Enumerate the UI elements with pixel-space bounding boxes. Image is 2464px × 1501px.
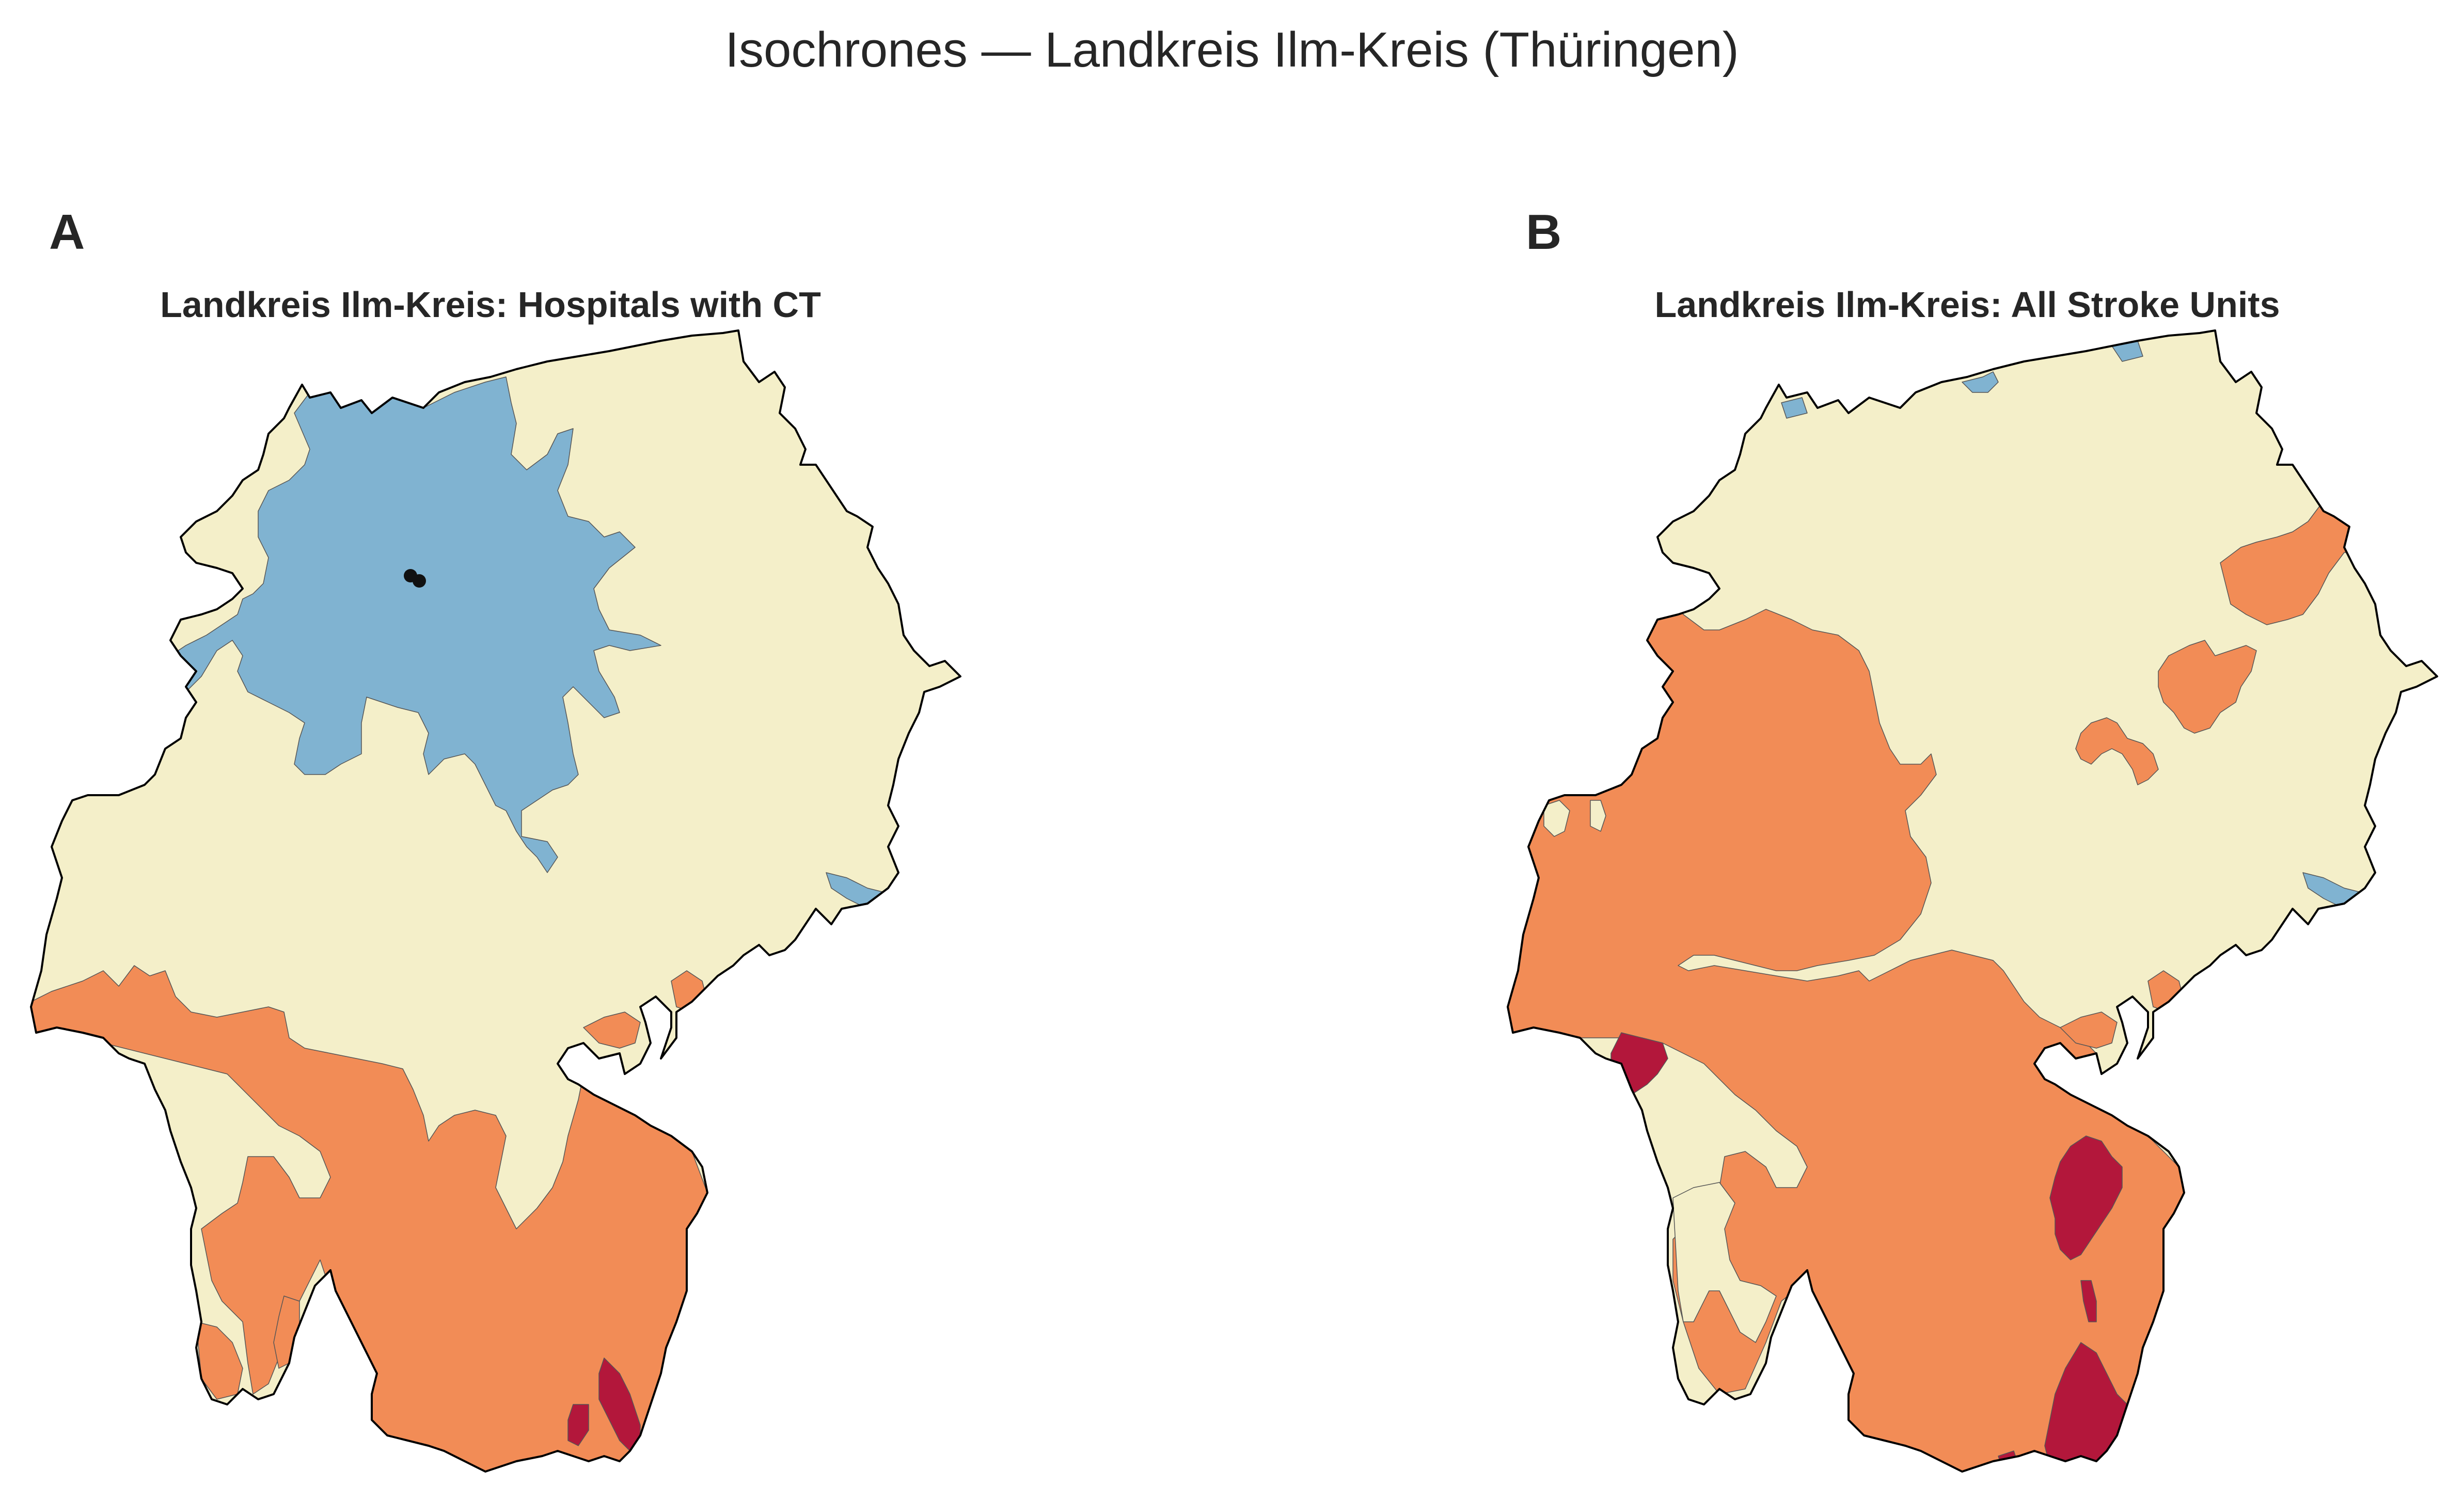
zone-orange-b-island2 (2060, 1012, 2118, 1049)
hospital-point-2 (413, 574, 426, 588)
panel-b-letter: B (1526, 204, 1562, 260)
zone-cream-b-sw (1672, 1182, 1777, 1343)
district-outline-b (1507, 329, 2438, 1473)
zone-orange-b-ne2 (2158, 640, 2257, 734)
district-outline-a (30, 329, 961, 1473)
zone-crimson-b-center (2049, 1135, 2123, 1260)
panel-a-title: Landkreis Ilm-Kreis: Hospitals with CT (160, 285, 821, 325)
zone-orange-b-ne3 (2075, 717, 2159, 785)
panel-a-letter: A (49, 204, 85, 260)
zone-blue-b-1 (1962, 371, 1999, 393)
panel-a-map (30, 329, 961, 1473)
panel-b-title: Landkreis Ilm-Kreis: All Stroke Units (1654, 285, 2280, 325)
zone-orange-b-main (1508, 547, 2185, 1472)
figure-title: Isochrones — Landkreis Ilm-Kreis (Thürin… (725, 22, 1739, 77)
zone-cream-b-w2 (1590, 800, 1606, 832)
zone-blue-b-3 (1781, 397, 1808, 419)
zone-orange-a-island2 (583, 1012, 641, 1049)
zone-crimson-a-2 (567, 1404, 589, 1446)
panel-b-map (1507, 329, 2438, 1473)
zone-cream-b-w (1543, 800, 1570, 837)
zone-crimson-b-small (2080, 1280, 2097, 1322)
